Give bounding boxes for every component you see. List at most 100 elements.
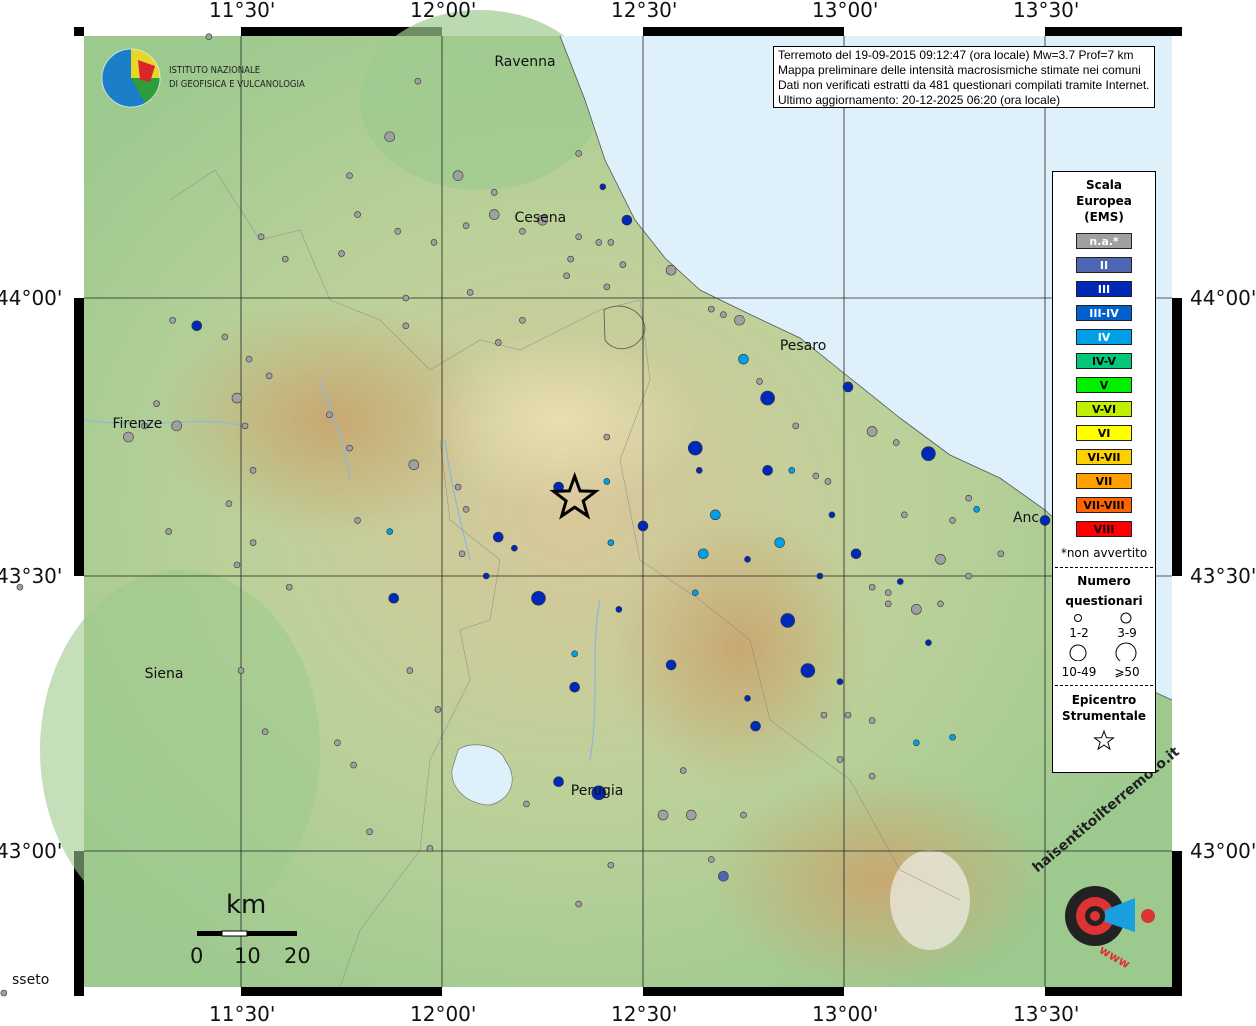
intensity-point <box>408 459 420 471</box>
intensity-point <box>925 639 932 647</box>
scale-label: 20 <box>284 944 311 968</box>
relief-sibillini <box>710 770 1050 990</box>
intensity-point <box>191 320 203 332</box>
intensity-point <box>165 528 172 535</box>
intensity-point <box>1039 515 1051 526</box>
intensity-point <box>687 440 703 456</box>
intensity-point <box>458 550 466 558</box>
intensity-point <box>884 600 892 608</box>
intensity-point <box>591 785 607 801</box>
intensity-point <box>354 517 361 524</box>
intensity-point <box>237 667 245 674</box>
intensity-point <box>0 989 8 997</box>
intensity-point <box>780 613 796 628</box>
legend-title-line: (EMS) <box>1084 210 1124 224</box>
legend-swatch: n.a.* <box>1076 233 1132 249</box>
legend-swatch: IV-V <box>1076 353 1132 369</box>
intensity-point <box>665 264 677 276</box>
graticule <box>84 36 1172 987</box>
intensity-point <box>245 355 253 363</box>
intensity-point <box>225 500 233 508</box>
intensity-point <box>531 590 546 606</box>
legend-swatch: VIII <box>1076 521 1132 537</box>
intensity-point <box>384 131 396 143</box>
intensity-point <box>346 172 353 179</box>
adriatic-sea <box>560 36 1172 700</box>
admin-boundaries <box>169 169 961 988</box>
intensity-point <box>249 467 257 474</box>
intensity-point <box>462 505 470 513</box>
count-title-line: Numero <box>1077 574 1131 588</box>
intensity-point <box>285 583 293 591</box>
intensity-point <box>519 316 526 324</box>
intensity-point <box>430 239 438 246</box>
legend-swatch: IV <box>1076 329 1132 345</box>
intensity-point <box>913 739 920 747</box>
star-icon <box>1093 729 1115 751</box>
intensity-point <box>824 478 832 485</box>
size-circle-1-2 <box>1074 614 1082 622</box>
intensity-point <box>695 467 703 474</box>
intensity-point <box>697 548 709 560</box>
intensity-point <box>281 255 289 263</box>
lowland-romagna <box>360 10 600 190</box>
intensity-point <box>334 739 341 747</box>
intensity-point <box>354 211 361 218</box>
intensity-point <box>836 756 844 763</box>
intensity-point <box>708 305 715 313</box>
intensity-point <box>261 728 269 735</box>
intensity-point <box>490 189 498 196</box>
lat-tick-right: 44°00' <box>1190 286 1256 310</box>
intensity-point <box>603 433 611 441</box>
intensity-point <box>691 589 699 596</box>
intensity-point <box>997 550 1005 558</box>
intensity-point <box>935 554 946 565</box>
intensity-point <box>388 592 400 604</box>
intensity-point <box>575 150 582 157</box>
intensity-point <box>523 800 530 808</box>
count-title: Numero questionari <box>1053 571 1155 611</box>
intensity-point <box>762 465 773 476</box>
lon-tick-bottom: 11°30' <box>209 1002 276 1026</box>
intensity-point <box>426 845 434 852</box>
count-label: ⩾50 <box>1114 665 1140 679</box>
intensity-point <box>911 604 922 615</box>
legend-title: Scala Europea (EMS) <box>1053 177 1155 225</box>
lat-tick-left: 44°00' <box>0 286 63 310</box>
intensity-point <box>519 227 526 235</box>
intensity-point <box>414 77 422 85</box>
intensity-point <box>812 472 820 480</box>
lat-tick-left: 43°00' <box>0 839 63 863</box>
legend-swatch: VII <box>1076 473 1132 489</box>
intensity-point <box>836 678 844 685</box>
info-line: Mappa preliminare delle intensità macros… <box>778 63 1141 77</box>
intensity-point <box>710 509 721 521</box>
intensity-point <box>685 809 697 821</box>
legend-title-line: Scala <box>1085 178 1123 192</box>
intensity-point <box>402 322 410 330</box>
hsit-logo <box>1065 886 1155 946</box>
epicenter-title-line: Epicentro <box>1071 693 1137 707</box>
intensity-point <box>619 261 627 268</box>
count-label: 1-2 <box>1069 626 1089 640</box>
city-label: Anc <box>1012 510 1040 527</box>
legend-swatch: III <box>1076 281 1132 297</box>
intensity-point <box>338 250 345 257</box>
intensity-point <box>965 572 972 580</box>
lon-tick-top: 13°30' <box>1013 0 1080 22</box>
relief-hills <box>420 330 700 510</box>
intensity-point <box>462 222 470 230</box>
city-label: Perugia <box>570 782 624 799</box>
info-box: Terremoto del 19-09-2015 09:12:47 (ora l… <box>773 46 1155 108</box>
legend-divider <box>1055 685 1153 686</box>
intensity-point <box>921 446 936 461</box>
ingv-line1: ISTITUTO NAZIONALE <box>169 65 261 76</box>
intensity-point <box>844 711 852 719</box>
intensity-point <box>394 227 402 235</box>
intensity-point <box>744 556 751 563</box>
city-label: Ravenna <box>494 54 556 71</box>
intensity-point <box>637 520 649 532</box>
info-line: Dati non verificati estratti da 481 ques… <box>778 78 1150 92</box>
intensity-point <box>482 572 490 580</box>
